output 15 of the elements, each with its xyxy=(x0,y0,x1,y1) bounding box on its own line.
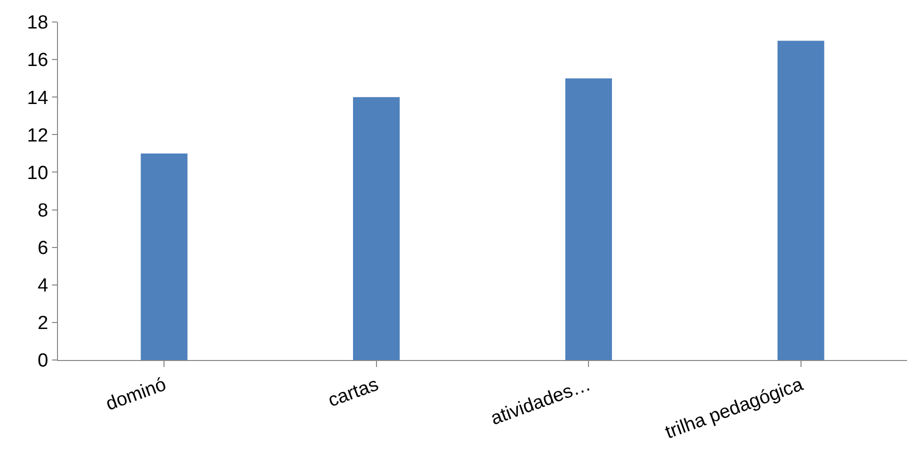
y-tick-label: 2 xyxy=(38,313,48,334)
bar xyxy=(565,78,612,360)
y-tick-label: 8 xyxy=(38,200,48,222)
y-tick-label: 18 xyxy=(27,12,48,34)
y-tick-label: 16 xyxy=(27,50,48,72)
y-tick-label: 0 xyxy=(38,350,48,372)
bar xyxy=(140,153,188,360)
y-tick-label: 10 xyxy=(27,162,48,184)
x-tick-label: cartas xyxy=(326,374,382,412)
bar xyxy=(778,40,824,360)
y-tick-label: 12 xyxy=(27,125,48,146)
y-tick-label: 14 xyxy=(27,88,49,109)
y-tick-label: 4 xyxy=(38,276,49,297)
bar xyxy=(353,97,400,360)
y-tick-label: 6 xyxy=(38,238,48,259)
